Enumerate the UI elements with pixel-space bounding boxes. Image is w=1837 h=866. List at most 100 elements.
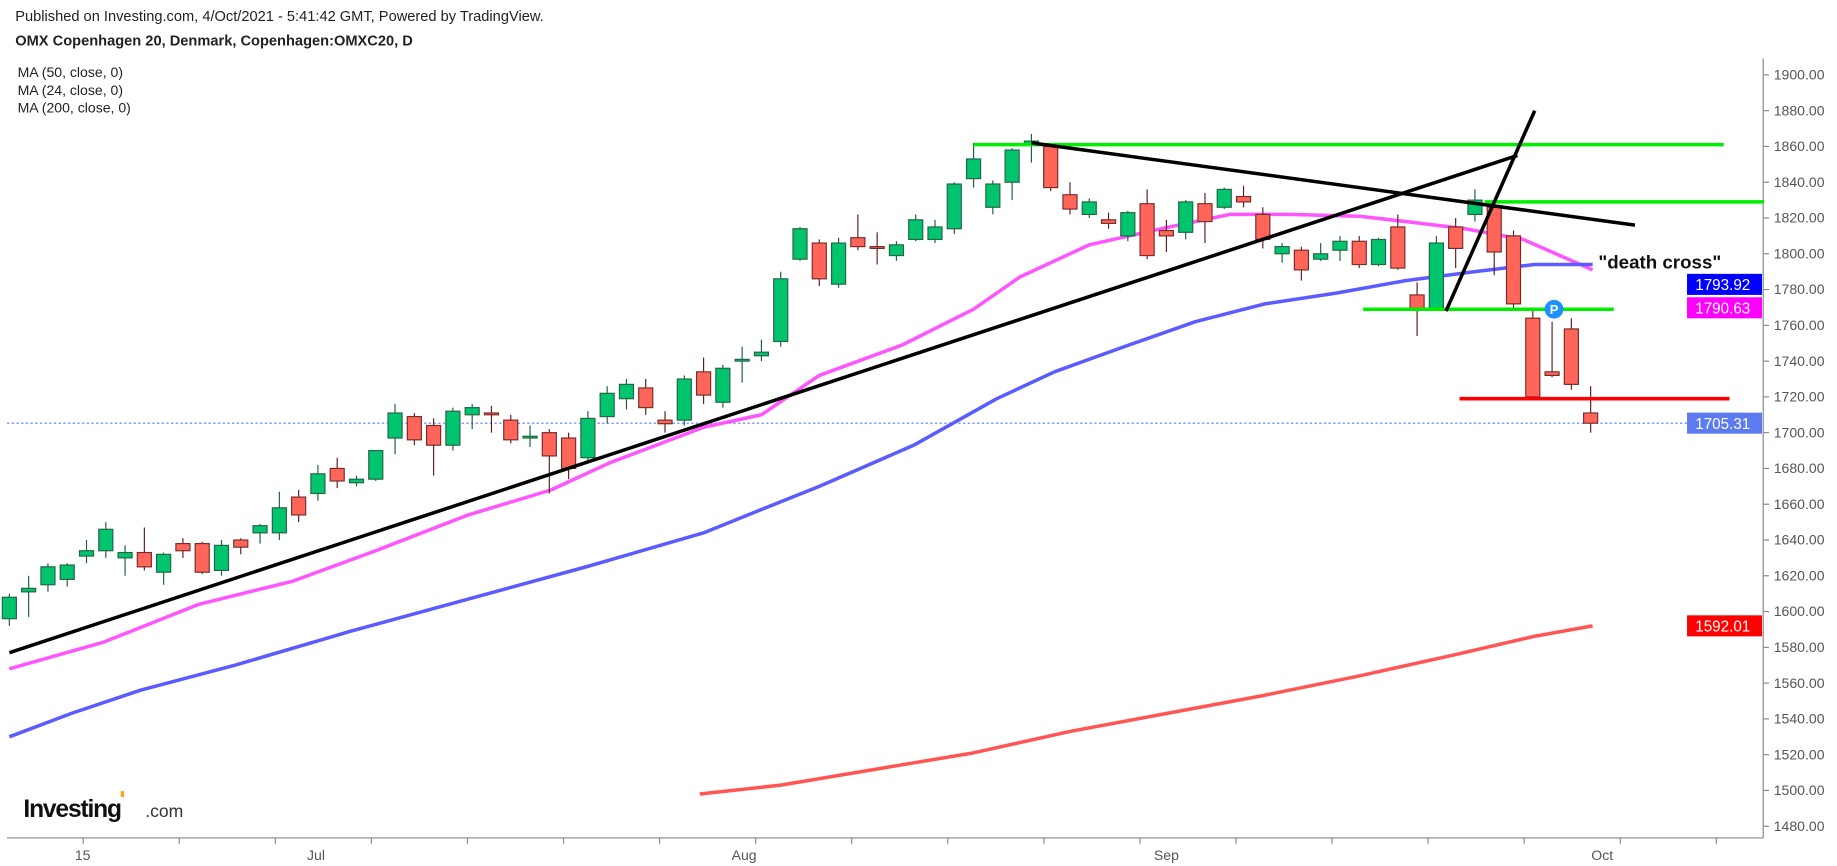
candle-up	[734, 346, 750, 383]
candle-up	[985, 180, 1001, 215]
candle-body	[213, 544, 230, 572]
candle-down	[194, 541, 210, 574]
price-labels: 1793.92 1790.63 1705.31 1592.01	[1687, 273, 1763, 637]
price-tick-label: 1620.00	[1774, 567, 1825, 583]
candle-down	[329, 457, 345, 489]
candle-body	[985, 183, 1001, 208]
candle-body	[541, 432, 557, 457]
candle-body	[329, 467, 345, 482]
candle-up	[213, 540, 230, 576]
ma-line-24	[8, 212, 1594, 671]
candle-body	[406, 415, 422, 441]
price-tick-label: 1540.00	[1774, 711, 1825, 727]
candle-up	[715, 364, 731, 408]
price-tick-label: 1520.00	[1774, 746, 1825, 762]
price-tick-label: 1760.00	[1774, 317, 1825, 333]
legend-ma50[interactable]: MA (50, close, 0)	[18, 64, 123, 80]
pivot-marker	[1544, 299, 1564, 319]
symbol-title: OMX Copenhagen 20, Denmark, Copenhagen:O…	[15, 34, 413, 50]
candle-body	[734, 358, 750, 362]
candle-down	[291, 489, 307, 523]
candle-up	[252, 523, 268, 544]
candle-up	[1313, 243, 1329, 261]
candle-body	[1004, 149, 1020, 183]
candle-down	[483, 405, 500, 433]
candle-up	[348, 475, 365, 487]
time-axis[interactable]: 15 Jul Aug Sep Oct	[75, 837, 1717, 863]
price-tick-label: 1820.00	[1774, 210, 1825, 226]
candle-body	[811, 242, 827, 280]
published-caption: Published on Investing.com, 4/Oct/2021 -…	[15, 9, 543, 25]
candle-body	[695, 371, 712, 396]
candle-down	[1505, 230, 1522, 308]
candle-body	[965, 158, 982, 180]
candle-down	[1197, 192, 1213, 244]
time-tick-label: Sep	[1154, 847, 1179, 863]
candle-up	[117, 545, 133, 576]
candle-up	[830, 237, 847, 288]
candle-body	[1563, 328, 1579, 385]
price-tick-label: 1660.00	[1774, 496, 1825, 512]
time-tick-label: Aug	[732, 847, 757, 863]
candle-down	[426, 418, 442, 476]
candle-body	[1544, 371, 1560, 377]
price-axis[interactable]: 1900.00 1880.00 1860.00 1840.00 1820.00 1800.…	[1763, 67, 1825, 834]
candle-down	[233, 538, 249, 555]
candle-body	[1370, 238, 1387, 266]
time-tick-label: Jul	[307, 847, 325, 863]
candle-down	[503, 414, 519, 444]
candle-body	[387, 412, 403, 439]
candle-body	[1255, 213, 1271, 241]
last-price-label: 1705.31	[1695, 416, 1750, 433]
candle-down	[1351, 235, 1367, 269]
candle-down	[1235, 185, 1252, 208]
candle-body	[1, 596, 17, 620]
candle-up	[599, 386, 615, 424]
candle-up	[368, 449, 384, 481]
ma-line-50	[8, 262, 1593, 739]
price-tick-label: 1900.00	[1774, 67, 1825, 83]
candle-body	[271, 507, 287, 534]
candle-body	[1313, 253, 1329, 260]
candle-up	[908, 214, 924, 242]
logo-suffix: .com	[145, 801, 183, 821]
candle-down	[1525, 311, 1541, 401]
candle-body	[1351, 240, 1367, 266]
candle-up	[78, 540, 95, 564]
candle-body	[233, 539, 249, 548]
price-tick-label: 1800.00	[1774, 245, 1825, 261]
candle-body	[888, 244, 905, 257]
candle-down	[850, 214, 866, 251]
candle-body	[1390, 226, 1406, 269]
candle-body	[348, 478, 365, 484]
candle-body	[291, 496, 307, 516]
candle-down	[175, 538, 191, 558]
candle-up	[676, 375, 692, 426]
candle-up	[59, 563, 75, 587]
candle-down	[560, 432, 577, 480]
candle-up	[522, 425, 538, 447]
price-tick-label: 1560.00	[1774, 675, 1825, 691]
candle-down	[1139, 189, 1155, 260]
candle-up	[40, 563, 56, 592]
candle-body	[715, 367, 731, 403]
candle-down	[1158, 219, 1175, 252]
time-tick-label: Oct	[1591, 847, 1613, 863]
legend-ma200[interactable]: MA (200, close, 0)	[18, 99, 131, 115]
candle-up	[1274, 243, 1290, 263]
candle-up	[156, 552, 172, 585]
candle-down	[1563, 318, 1579, 390]
candle-up	[98, 522, 114, 558]
candle-up	[946, 182, 962, 235]
price-tick-label: 1740.00	[1774, 353, 1825, 369]
price-tick-label: 1880.00	[1774, 102, 1825, 118]
candle-body	[117, 551, 133, 559]
ma200-price-label-bg	[1687, 615, 1763, 637]
candle-body	[1120, 212, 1136, 237]
candle-up	[792, 226, 808, 261]
candle-body	[194, 542, 210, 573]
legend-ma24[interactable]: MA (24, close, 0)	[18, 82, 123, 98]
candle-up	[21, 575, 37, 617]
candle-up	[1332, 235, 1348, 261]
